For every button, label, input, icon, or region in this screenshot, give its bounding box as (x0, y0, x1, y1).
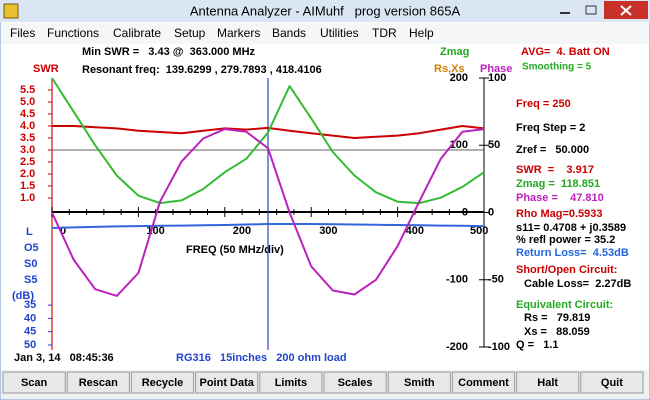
date-time: Jan 3, 14 08:45:36 (14, 352, 114, 364)
readout-line: Zmag = 118.851 (516, 178, 600, 190)
button-label[interactable]: Scales (338, 377, 373, 389)
swr-tick-label: 5.0 (20, 96, 35, 108)
return-loss-tick-label: 40 (24, 312, 36, 324)
button-label[interactable]: Limits (275, 377, 307, 389)
smoothing: Smoothing = 5 (522, 62, 592, 73)
readout-line: Xs = 88.059 (524, 326, 590, 338)
readout-line: Phase = 47.810 (516, 192, 604, 204)
x-tick-label: 300 (319, 225, 337, 237)
return-loss-tick-label: 50 (24, 339, 36, 351)
button-label[interactable]: Rescan (79, 377, 118, 389)
swr-tick-label: 4.5 (20, 108, 35, 120)
button-label[interactable]: Smith (404, 377, 435, 389)
x-axis-label: FREQ (50 MHz/div) (186, 244, 284, 256)
menu-item[interactable]: Bands (272, 26, 306, 40)
button-label[interactable]: Recycle (142, 377, 184, 389)
button-label[interactable]: Halt (537, 377, 558, 389)
button-label[interactable]: Comment (458, 377, 509, 389)
window-controls[interactable] (552, 1, 648, 19)
zmag-tick-label: -100 (446, 274, 468, 286)
phase-tick-label: 50 (488, 139, 500, 151)
resonant-freq: Resonant freq: 139.6299 , 279.7893 , 418… (82, 64, 322, 76)
button-label[interactable]: Point Data (199, 377, 254, 389)
phase-tick-label: 0 (488, 206, 494, 218)
readout-line: Cable Loss= 2.27dB (524, 278, 631, 290)
return-loss-axis-label: S0 (24, 258, 37, 270)
return-loss-axis-label: O5 (24, 242, 39, 254)
menu-item[interactable]: TDR (372, 26, 397, 40)
menu-item[interactable]: Utilities (320, 26, 359, 40)
readout-line: Short/Open Circuit: (516, 264, 617, 276)
min-swr: Min SWR = 3.43 @ 363.000 MHz (82, 46, 256, 58)
cable-info: RG316 15inches 200 ohm load (176, 352, 347, 364)
swr-tick-label: 2.5 (20, 156, 35, 168)
button-label[interactable]: Quit (601, 377, 623, 389)
menu-item[interactable]: Help (409, 26, 434, 40)
zmag-legend: Zmag (440, 46, 469, 58)
menu-item[interactable]: Calibrate (113, 26, 161, 40)
button-label[interactable]: Scan (21, 377, 48, 389)
readout-line: Return Loss= 4.53dB (516, 247, 629, 259)
readout-line: Zref = 50.000 (516, 144, 589, 156)
menu-item[interactable]: Markers (217, 26, 260, 40)
x-tick-label: 200 (233, 225, 251, 237)
minimize-button[interactable] (552, 1, 578, 19)
avg-batt: AVG= 4. Batt ON (521, 46, 610, 58)
menu-item[interactable]: Files (10, 26, 35, 40)
return-loss-tick-label: 45 (24, 326, 36, 338)
maximize-button[interactable] (578, 1, 604, 19)
swr-tick-label: 1.0 (20, 192, 35, 204)
readout-line: Q = 1.1 (516, 339, 559, 351)
readout-line: % refl power = 35.2 (516, 234, 615, 246)
swr-legend: SWR (33, 63, 59, 75)
swr-tick-label: 1.5 (20, 180, 35, 192)
return-loss-tick-label: 35 (24, 299, 36, 311)
app-icon (4, 4, 18, 18)
readout-line: Rho Mag=0.5933 (516, 208, 603, 220)
readout-line: Rs = 79.819 (524, 312, 590, 324)
readout-line: Freq Step = 2 (516, 122, 585, 134)
swr-tick-label: 3.5 (20, 132, 35, 144)
menu-item[interactable]: Setup (174, 26, 206, 40)
return-loss-axis-label: L (26, 226, 33, 238)
return-loss-axis-label: S5 (24, 274, 37, 286)
zmag-tick-label: -200 (446, 341, 468, 353)
phase-tick-label: -50 (488, 274, 504, 286)
readout-line: SWR = 3.917 (516, 164, 594, 176)
x-tick-label: 400 (406, 225, 424, 237)
swr-tick-label: 5.5 (20, 84, 35, 96)
phase-tick-label: 100 (488, 72, 506, 84)
zmag-tick-label: 200 (450, 72, 468, 84)
phase-tick-label: -100 (488, 341, 510, 353)
readout-line: s11= 0.4708 + j0.3589 (516, 222, 626, 234)
window-title: Antenna Analyzer - AIMuhf prog version 8… (190, 3, 461, 18)
zmag-tick-label: 0 (462, 206, 468, 218)
readout-line: Freq = 250 (516, 98, 571, 110)
readout-line: Equivalent Circuit: (516, 299, 613, 311)
menu-item[interactable]: Functions (47, 26, 99, 40)
swr-tick-label: 3.0 (20, 144, 35, 156)
swr-tick-label: 2.0 (20, 168, 35, 180)
swr-tick-label: 4.0 (20, 120, 35, 132)
